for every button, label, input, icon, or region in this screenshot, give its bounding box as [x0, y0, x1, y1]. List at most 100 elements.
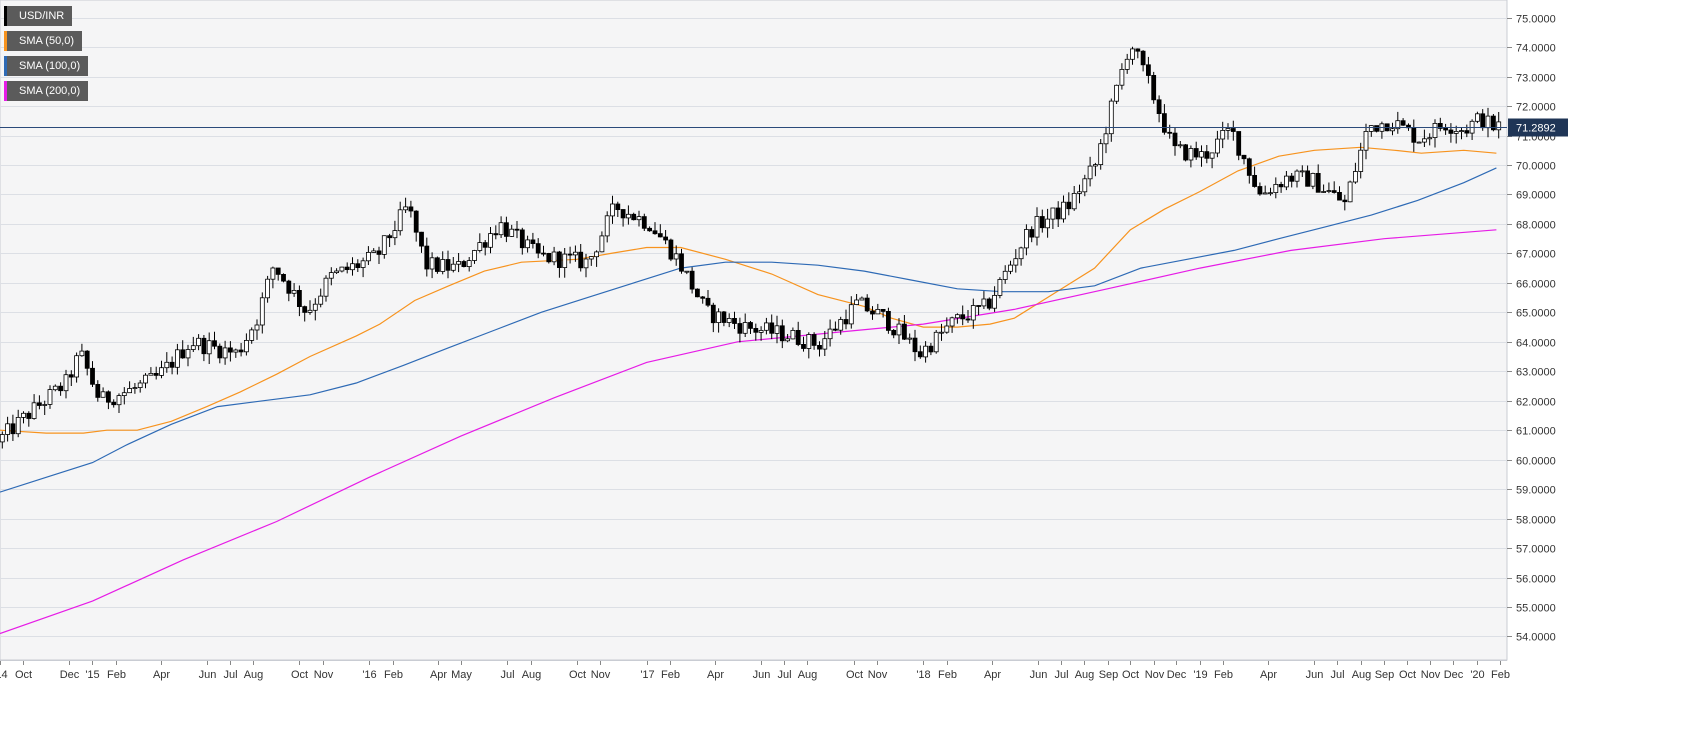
candle-body-down: [578, 251, 584, 269]
candle-body-down: [408, 206, 414, 212]
candle: [1077, 184, 1082, 204]
candle-body-down: [647, 227, 652, 232]
candle-body-up: [1310, 172, 1316, 187]
x-tick-label: Apr: [1260, 669, 1277, 681]
candle-body-up: [1395, 120, 1401, 130]
x-tick-label: Jun: [199, 669, 217, 681]
candle: [376, 246, 382, 264]
candle: [732, 311, 737, 329]
candle-body-up: [47, 389, 53, 405]
candle-body-up: [1002, 270, 1008, 280]
candle-body-down: [891, 329, 897, 336]
moving-averages: [0, 146, 1497, 635]
x-tick-label: Feb: [938, 669, 957, 681]
candle-body-down: [1140, 50, 1146, 66]
candle-body-up: [5, 423, 10, 435]
candle-body-down: [95, 383, 101, 398]
candle: [700, 296, 706, 304]
candle-body-down: [493, 233, 499, 236]
candle: [567, 246, 573, 264]
x-tick-label: Feb: [107, 669, 126, 681]
candle-body-down: [928, 345, 934, 353]
candle-body-up: [1432, 123, 1438, 139]
candle-body-up: [1416, 141, 1422, 144]
candle: [1013, 249, 1019, 273]
candle-body-down: [1241, 154, 1247, 160]
candle-body-down: [689, 270, 695, 290]
candle: [1353, 162, 1358, 184]
candle: [1432, 119, 1438, 148]
candle-body-up: [1114, 84, 1119, 102]
candle-body-up: [334, 270, 340, 274]
x-tick-label: Feb: [1214, 669, 1233, 681]
candle: [1422, 129, 1427, 147]
candle-body-down: [1066, 201, 1072, 210]
candle: [37, 395, 42, 410]
candle: [52, 384, 58, 392]
candle: [90, 361, 95, 387]
candle: [312, 298, 318, 321]
candle-body-down: [1236, 131, 1242, 156]
candle-body-up: [1071, 192, 1077, 210]
candle: [1034, 207, 1040, 246]
candle: [291, 283, 297, 297]
x-tick-label: Oct: [15, 669, 32, 681]
candle: [217, 343, 223, 364]
candle-body-up: [116, 395, 122, 406]
x-tick-label: Oct: [569, 669, 586, 681]
candle-body-down: [1167, 131, 1173, 134]
candle-body-down: [519, 229, 525, 249]
candle: [456, 253, 462, 273]
legend-label: USD/INR: [19, 10, 65, 22]
legend-item-usdinr[interactable]: USD/INR: [4, 6, 73, 26]
x-tick-label: Aug: [798, 669, 818, 681]
candle: [1061, 195, 1066, 223]
candle-body-down: [1374, 125, 1379, 132]
candle-body-up: [265, 278, 271, 299]
candle: [1071, 186, 1077, 211]
candle-body-up: [923, 345, 928, 358]
x-tick-label: Jul: [223, 669, 237, 681]
legend-label: SMA (200,0): [19, 85, 81, 97]
candle: [848, 296, 854, 329]
x-tick-label: Apr: [707, 669, 724, 681]
candle: [726, 313, 732, 328]
candle-body-up: [822, 338, 828, 350]
x-tick-label: Sep: [1099, 669, 1119, 681]
candle: [748, 321, 753, 334]
candle: [434, 256, 440, 274]
candle-body-up: [1018, 247, 1024, 260]
candle: [1002, 265, 1008, 284]
candle: [1209, 152, 1215, 169]
candle: [981, 291, 987, 309]
candle: [525, 235, 530, 253]
candle-body-down: [530, 239, 536, 244]
y-tick-label: 60.0000: [1516, 456, 1556, 468]
candle: [668, 238, 674, 262]
candle: [63, 369, 69, 399]
candle-body-down: [10, 423, 16, 435]
sma-line: [0, 229, 1497, 635]
legend-item-sma100[interactable]: SMA (100,0): [4, 56, 89, 76]
candle-body-up: [716, 311, 721, 323]
candle-body-up: [1103, 133, 1109, 145]
candle-body-up: [1273, 183, 1279, 193]
candle-body-up: [1427, 137, 1433, 140]
candle-body-down: [737, 323, 743, 334]
candle-body-down: [1443, 127, 1448, 131]
candle: [21, 411, 26, 424]
legend-item-sma200[interactable]: SMA (200,0): [4, 81, 89, 101]
candle-body-up: [1215, 138, 1220, 154]
candle-body-down: [153, 372, 159, 376]
candle-body-up: [259, 297, 265, 326]
candle-body-down: [355, 263, 361, 269]
candle: [641, 213, 647, 231]
x-tick-label: Feb: [1491, 669, 1510, 681]
candle: [1305, 165, 1310, 187]
candle: [318, 288, 324, 308]
legend-item-sma50[interactable]: SMA (50,0): [4, 31, 83, 51]
candle: [10, 414, 16, 441]
candle-body-up: [1177, 144, 1183, 147]
candle: [928, 342, 934, 356]
